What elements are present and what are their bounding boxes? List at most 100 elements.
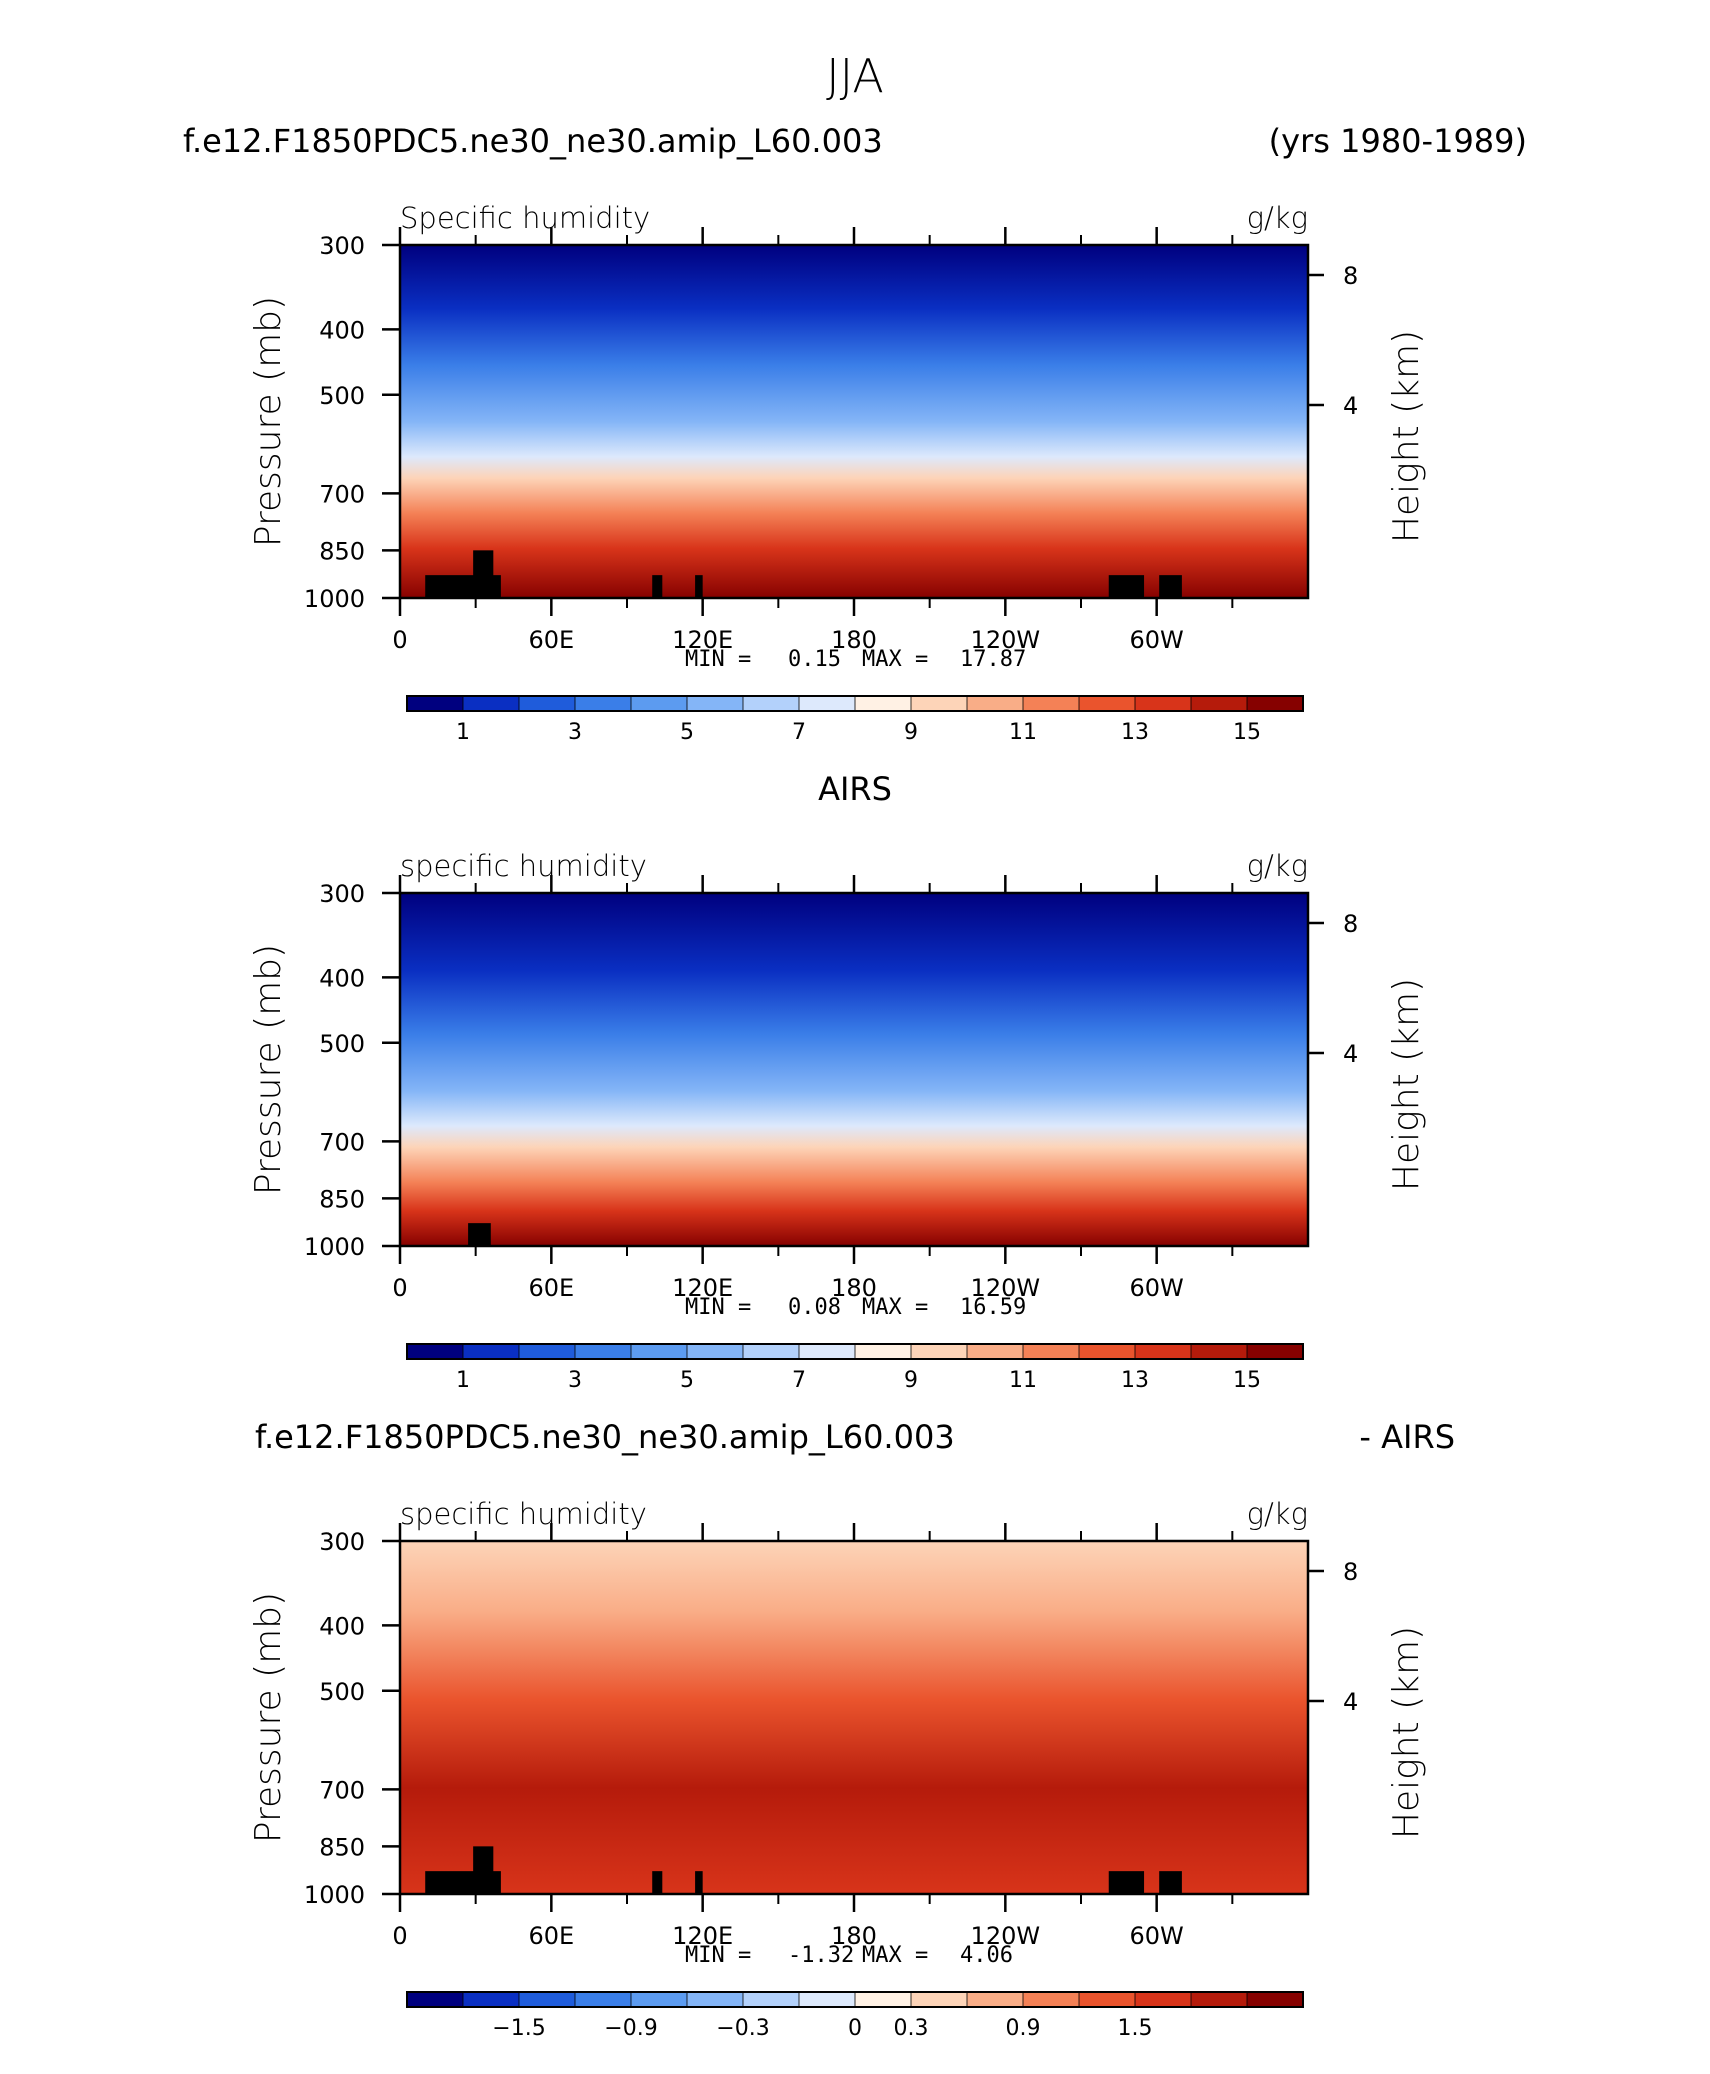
y-tick-label: 500 [319,1678,365,1706]
colorbar-label: 3 [568,720,582,745]
y-right-tick-label: 8 [1343,910,1358,938]
colorbar-box [462,1991,520,2008]
x-tick-label: 180 [831,1922,877,1950]
stats-min-value: 0.15 [788,647,841,672]
y-right-tick-label: 8 [1343,262,1358,290]
y-tick-label: 700 [319,1776,365,1804]
terrain-mask [1108,1871,1145,1894]
colorbar-label: 7 [792,720,806,745]
stats-max-label: MAX = [862,1943,928,1968]
colorbar-box [1134,1991,1192,2008]
y-tick-label: 1000 [304,585,365,613]
colorbar-box [798,1343,856,1360]
x-tick-label: 0 [392,1274,407,1302]
colorbar-box [966,695,1024,712]
x-tick-label: 60E [528,626,574,654]
y-tick-label: 850 [319,1833,365,1861]
terrain-mask [695,1871,703,1894]
colorbar-box [854,1343,912,1360]
x-tick-label: 60W [1130,1922,1184,1950]
colorbar-box [1078,1343,1136,1360]
colorbar-box [630,1343,688,1360]
stats-min-label: MIN = [685,647,751,672]
colorbar-box [630,1991,688,2008]
panel-left-title: f.e12.F1850PDC5.ne30_ne30.amip_L60.003 [183,122,883,160]
x-tick-label: 180 [831,1274,877,1302]
colorbar-label: 9 [904,720,918,745]
panel-right-title: (yrs 1980-1989) [1269,122,1527,160]
colorbar-box [1022,1343,1080,1360]
stats-max-label: MAX = [862,1295,928,1320]
colorbar-box [1190,1991,1248,2008]
panel-units-label: g/kg [1247,201,1308,235]
panel-right-title: - AIRS [1359,1418,1455,1456]
stats-min-label: MIN = [685,1943,751,1968]
colorbar-box [742,1343,800,1360]
colorbar-label: 9 [904,1368,918,1393]
colorbar-label: 5 [680,720,694,745]
colorbar-box [742,695,800,712]
colorbar-label: 15 [1233,720,1261,745]
y-axis-label: Pressure (mb) [248,944,289,1195]
terrain-mask [652,1871,663,1894]
colorbar-label: −1.5 [492,2016,545,2041]
y-tick-label: 850 [319,537,365,565]
panel-variable-label: specific humidity [400,1497,647,1531]
contour-field [400,245,1308,598]
y-right-tick-label: 4 [1343,392,1358,420]
colorbar-box [518,1991,576,2008]
colorbar-label: 13 [1121,1368,1149,1393]
y-tick-label: 850 [319,1185,365,1213]
y-tick-label: 700 [319,480,365,508]
colorbar-box [406,1343,464,1360]
colorbar-label: 1 [456,1368,470,1393]
colorbar-box [1246,1991,1304,2008]
y-right-tick-label: 4 [1343,1688,1358,1716]
y-right-axis-label: Height (km) [1386,1626,1427,1839]
colorbar-box [518,695,576,712]
colorbar-box [966,1343,1024,1360]
terrain-mask [473,550,494,598]
y-right-tick-label: 4 [1343,1040,1358,1068]
panel-variable-label: specific humidity [400,849,647,883]
colorbar-box [1190,1343,1248,1360]
colorbar-box [742,1991,800,2008]
y-tick-label: 500 [319,1030,365,1058]
colorbar-box [518,1343,576,1360]
colorbar-box [1134,695,1192,712]
panel-left-title: f.e12.F1850PDC5.ne30_ne30.amip_L60.003 [255,1418,955,1456]
terrain-mask [652,575,663,598]
stats-min-value: 0.08 [788,1295,841,1320]
terrain-mask [1159,1871,1182,1894]
y-right-axis-label: Height (km) [1386,978,1427,1191]
x-tick-label: 120W [971,1274,1041,1302]
colorbar-box [1078,695,1136,712]
colorbar-label: 0.3 [894,2016,929,2041]
stats-max-label: MAX = [862,647,928,672]
colorbar-box [1078,1991,1136,2008]
panel-variable-label: Specific humidity [400,201,650,235]
colorbar-box [966,1991,1024,2008]
colorbar-box [462,1343,520,1360]
x-tick-label: 60W [1130,626,1184,654]
y-tick-label: 1000 [304,1881,365,1909]
terrain-mask [695,575,703,598]
colorbar-box [910,1991,968,2008]
contour-field [400,1541,1308,1894]
colorbar-box [574,1343,632,1360]
colorbar-box [1022,1991,1080,2008]
y-right-axis-label: Height (km) [1386,330,1427,543]
colorbar-label: 11 [1009,1368,1037,1393]
colorbar-frame [406,1991,1304,2008]
stats-min-label: MIN = [685,1295,751,1320]
colorbar-box [406,1991,464,2008]
colorbar-box [406,695,464,712]
colorbar-box [462,695,520,712]
colorbar-label: 0 [848,2016,862,2041]
colorbar-label: −0.9 [604,2016,657,2041]
colorbar-label: 11 [1009,720,1037,745]
x-tick-label: 60E [528,1922,574,1950]
y-tick-label: 1000 [304,1233,365,1261]
